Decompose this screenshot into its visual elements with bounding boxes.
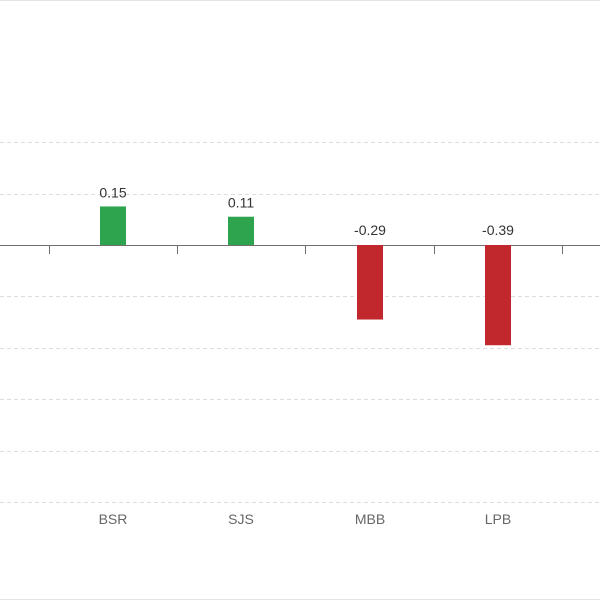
bar-bsr[interactable]	[100, 206, 126, 245]
category-label-sjs: SJS	[228, 511, 254, 527]
value-label-sjs: 0.11	[228, 195, 254, 211]
bar-mbb[interactable]	[357, 245, 383, 320]
value-label-lpb: -0.39	[482, 222, 514, 238]
value-label-bsr: 0.15	[99, 184, 126, 200]
category-label-bsr: BSR	[99, 511, 128, 527]
bar-sjs[interactable]	[228, 216, 254, 245]
bar-lpb[interactable]	[485, 245, 511, 346]
bar-layer	[100, 206, 511, 346]
value-label-mbb: -0.29	[354, 222, 386, 238]
category-label-lpb: LPB	[485, 511, 511, 527]
category-label-mbb: MBB	[355, 511, 385, 527]
